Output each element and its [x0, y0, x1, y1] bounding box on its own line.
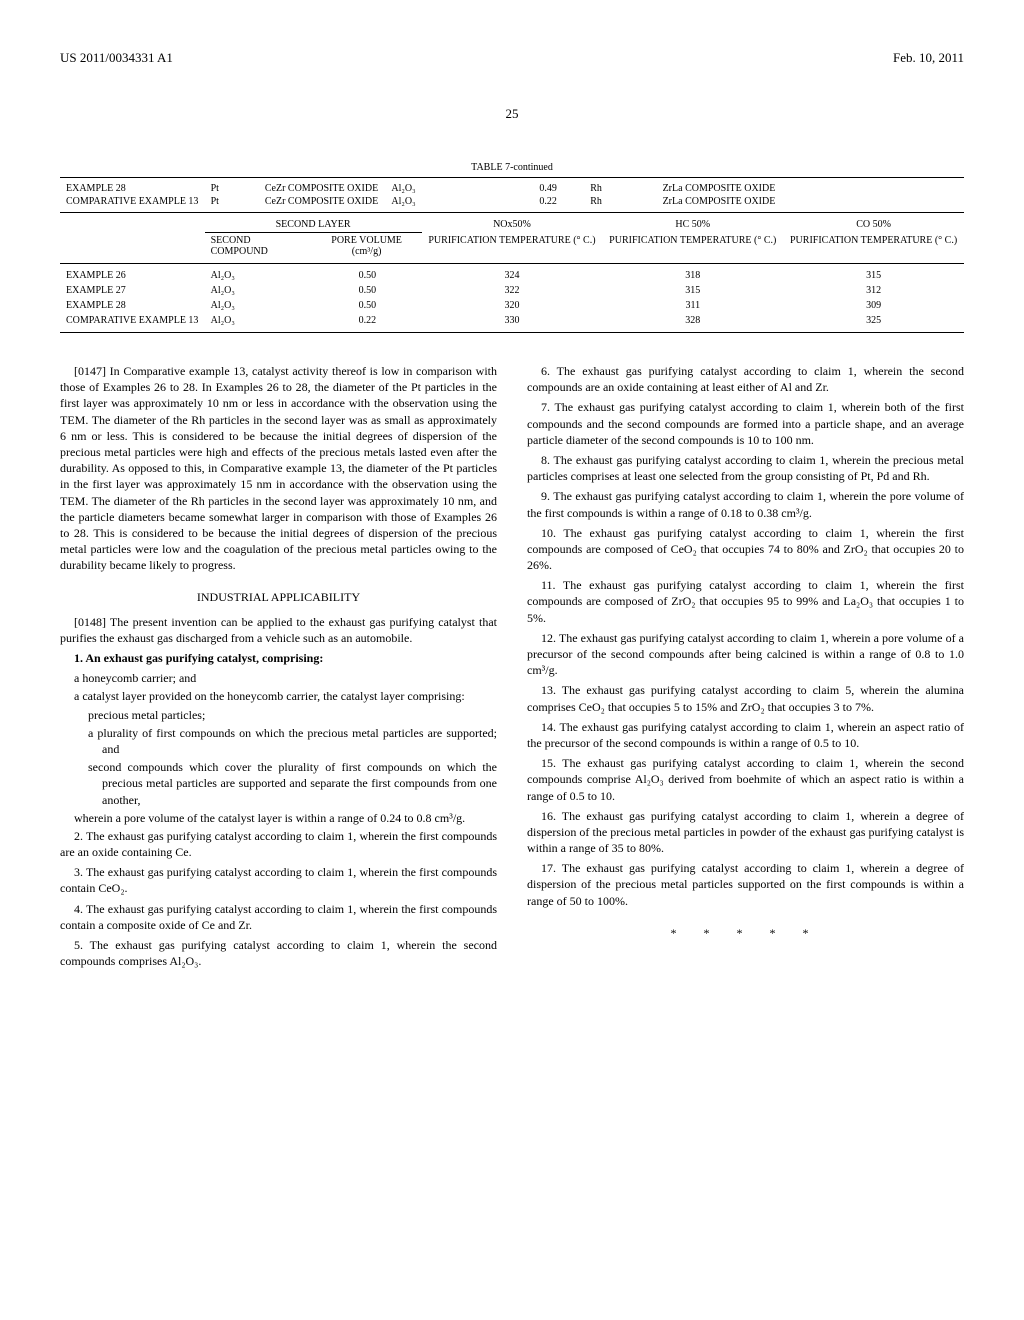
doc-id: US 2011/0034331 A1	[60, 50, 173, 66]
claim-1-sub: a catalyst layer provided on the honeyco…	[88, 688, 497, 704]
page-header: US 2011/0034331 A1 Feb. 10, 2011	[60, 50, 964, 66]
table-row: SECOND COMPOUND PORE VOLUME (cm³/g) PURI…	[60, 233, 964, 260]
claim-1-sub-sub: precious metal particles;	[102, 707, 497, 723]
claim-10: 10. The exhaust gas purifying catalyst a…	[527, 525, 964, 574]
claim-13: 13. The exhaust gas purifying catalyst a…	[527, 682, 964, 714]
claim-8: 8. The exhaust gas purifying catalyst ac…	[527, 452, 964, 484]
claim-6: 6. The exhaust gas purifying catalyst ac…	[527, 363, 964, 395]
table-7: TABLE 7-continued EXAMPLE 28 Pt CeZr COM…	[60, 162, 964, 333]
claim-1: 1. An exhaust gas purifying catalyst, co…	[60, 650, 497, 666]
table-row: EXAMPLE 26 Al₂O₃ 0.50 324 318 315	[60, 268, 964, 283]
claim-4: 4. The exhaust gas purifying catalyst ac…	[60, 901, 497, 933]
table-row: EXAMPLE 27 Al₂O₃ 0.50 322 315 312	[60, 283, 964, 298]
body-columns: [0147] In Comparative example 13, cataly…	[60, 363, 964, 969]
claim-14: 14. The exhaust gas purifying catalyst a…	[527, 719, 964, 751]
claim-1-sub: wherein a pore volume of the catalyst la…	[88, 810, 497, 826]
end-stars: * * * * *	[527, 925, 964, 941]
claim-17: 17. The exhaust gas purifying catalyst a…	[527, 860, 964, 909]
claim-1-sub-sub: a plurality of first compounds on which …	[102, 725, 497, 757]
table-7-bottom: EXAMPLE 26 Al₂O₃ 0.50 324 318 315 EXAMPL…	[60, 268, 964, 328]
table-7-top: EXAMPLE 28 Pt CeZr COMPOSITE OXIDE Al₂O₃…	[60, 182, 964, 208]
claim-12: 12. The exhaust gas purifying catalyst a…	[527, 630, 964, 679]
claim-11: 11. The exhaust gas purifying catalyst a…	[527, 577, 964, 626]
table-row: COMPARATIVE EXAMPLE 13 Pt CeZr COMPOSITE…	[60, 195, 964, 208]
claim-1-sub: a honeycomb carrier; and	[88, 670, 497, 686]
page-number: 25	[60, 106, 964, 122]
claim-5: 5. The exhaust gas purifying catalyst ac…	[60, 937, 497, 969]
section-heading-industrial: INDUSTRIAL APPLICABILITY	[60, 589, 497, 605]
claim-3: 3. The exhaust gas purifying catalyst ac…	[60, 864, 497, 896]
table-7-mid-header: SECOND LAYER NOx50% HC 50% CO 50% SECOND…	[60, 217, 964, 259]
claim-16: 16. The exhaust gas purifying catalyst a…	[527, 808, 964, 857]
claim-1-sub-sub: second compounds which cover the plurali…	[102, 759, 497, 808]
table-row: EXAMPLE 28 Pt CeZr COMPOSITE OXIDE Al₂O₃…	[60, 182, 964, 195]
table-row: EXAMPLE 28 Al₂O₃ 0.50 320 311 309	[60, 298, 964, 313]
table-row: COMPARATIVE EXAMPLE 13 Al₂O₃ 0.22 330 32…	[60, 313, 964, 328]
paragraph-0147: [0147] In Comparative example 13, cataly…	[60, 363, 497, 573]
table-row: SECOND LAYER NOx50% HC 50% CO 50%	[60, 217, 964, 233]
table-caption: TABLE 7-continued	[60, 162, 964, 173]
claim-15: 15. The exhaust gas purifying catalyst a…	[527, 755, 964, 804]
paragraph-0148: [0148] The present invention can be appl…	[60, 614, 497, 646]
doc-date: Feb. 10, 2011	[893, 50, 964, 66]
claim-7: 7. The exhaust gas purifying catalyst ac…	[527, 399, 964, 448]
claim-2: 2. The exhaust gas purifying catalyst ac…	[60, 828, 497, 860]
claim-9: 9. The exhaust gas purifying catalyst ac…	[527, 488, 964, 520]
